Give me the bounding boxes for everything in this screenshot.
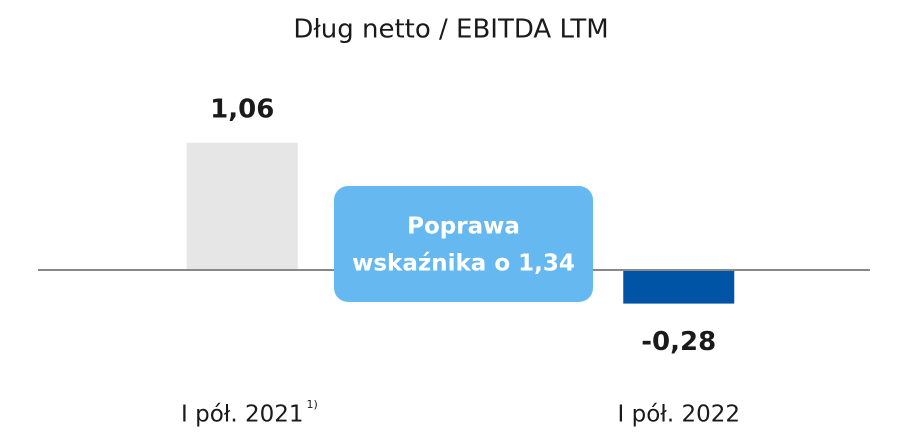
chart-title: Dług netto / EBITDA LTM: [293, 15, 608, 45]
x-tick-label: I pół. 2021: [181, 402, 303, 428]
bar: [186, 142, 298, 270]
annotation-text: wskaźnika o 1,34: [352, 251, 575, 277]
value-label: -0,28: [641, 327, 716, 357]
annotation-box: [334, 186, 593, 302]
bar: [623, 270, 735, 304]
x-tick-label: I pół. 2022: [618, 402, 740, 428]
footnote-marker: 1): [306, 398, 317, 411]
value-label: 1,06: [210, 94, 274, 124]
annotation-text: Poprawa: [407, 214, 520, 240]
